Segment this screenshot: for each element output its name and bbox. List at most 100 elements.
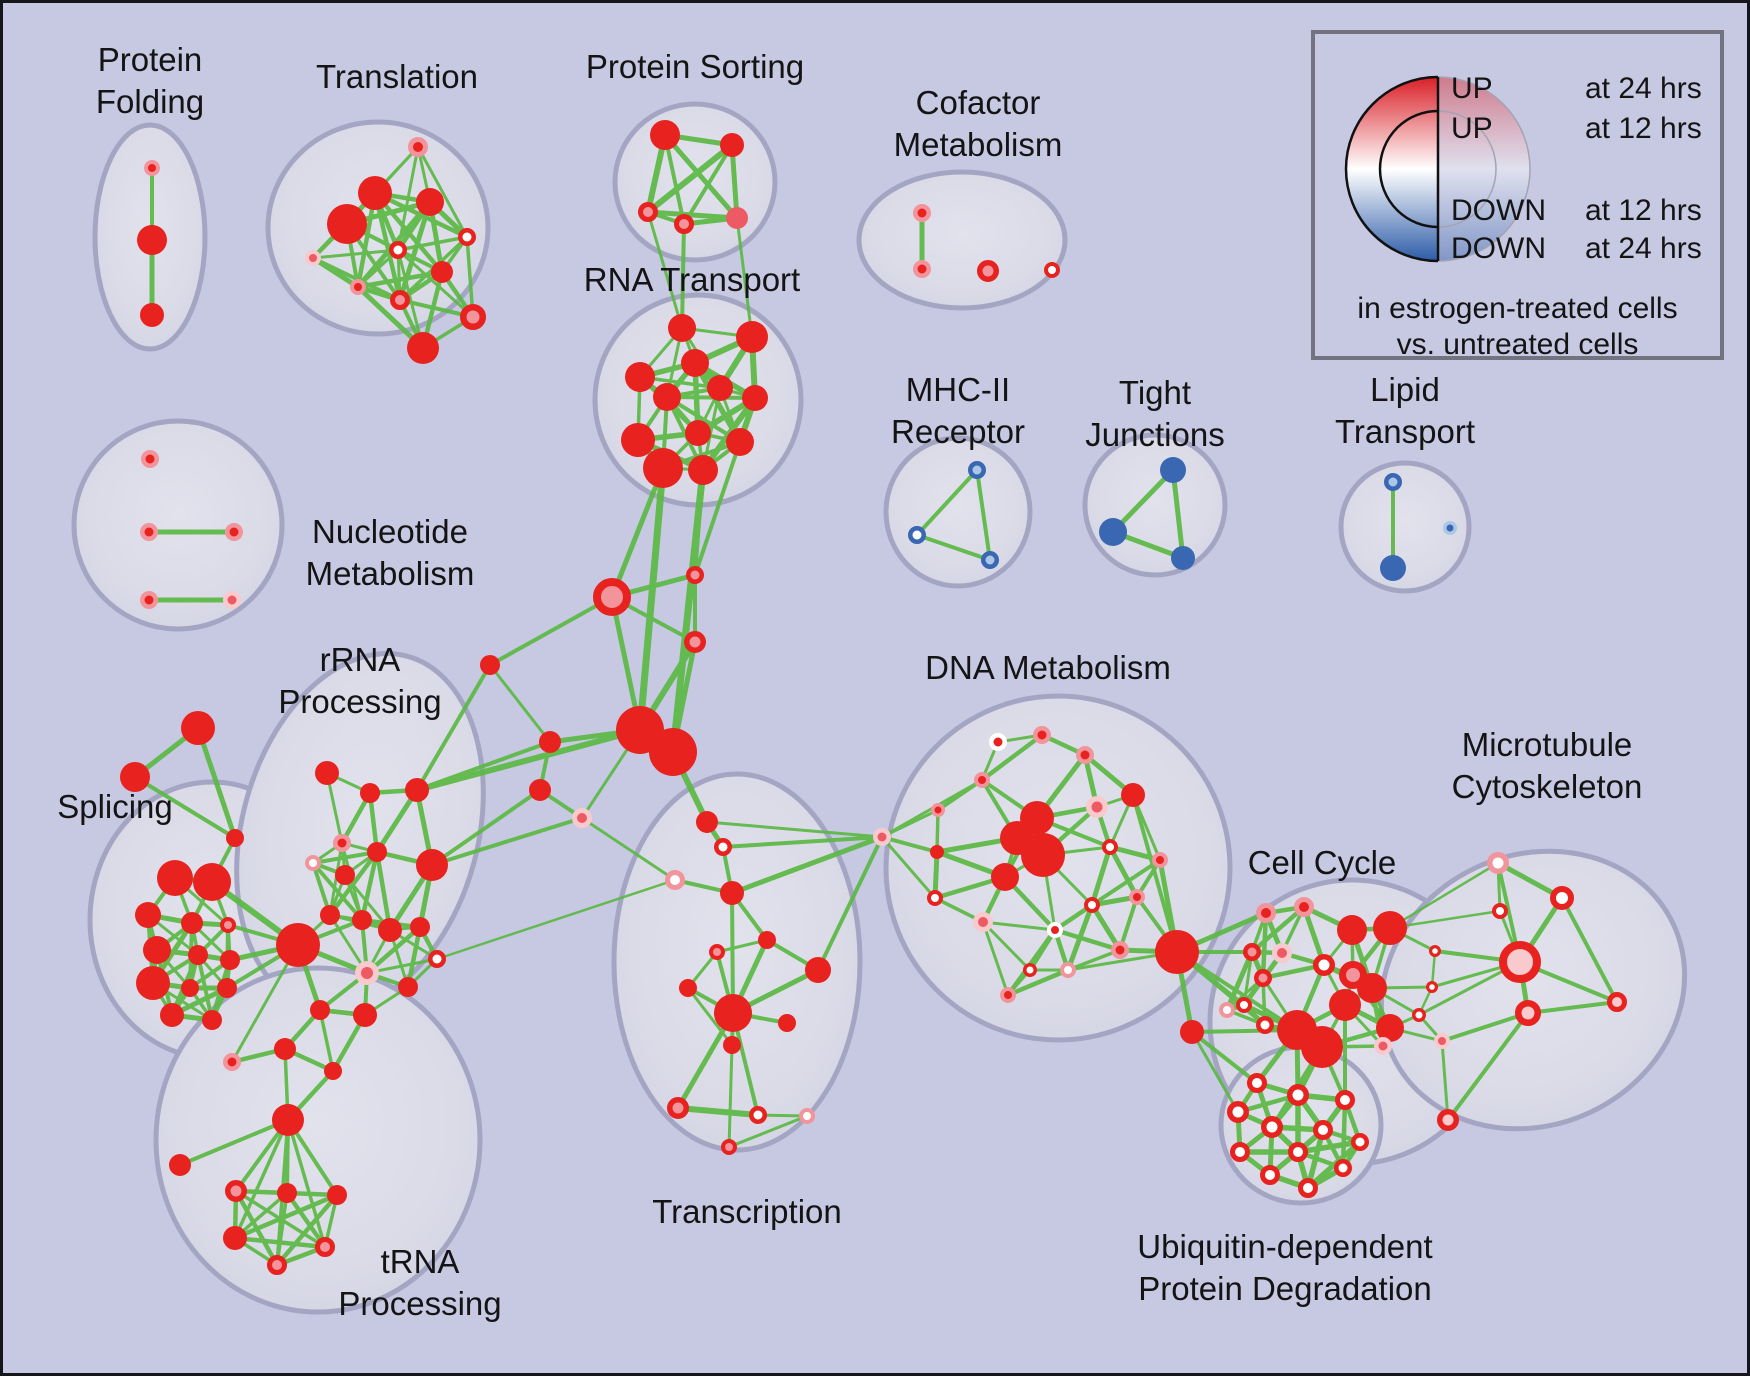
legend-row4-label: DOWN [1451,232,1546,265]
mesh-edge-4-rr7-rr11 [374,849,393,933]
node-t11 [723,1036,741,1054]
node-rr9 [320,905,340,925]
node-ub12 [1298,1178,1318,1198]
node-dm2 [1033,726,1051,744]
node-m3 [1492,903,1508,919]
node-h2 [686,566,704,584]
node-ub6 [1313,1120,1333,1140]
node-ps1 [650,120,680,150]
cluster-cofactor-metabolism [856,169,1068,311]
node-dm21 [1023,963,1037,977]
node-cc13 [1329,989,1361,1021]
mesh-edge-1-ps1-ps5 [662,132,740,221]
mesh-edge-0-tr6-tr12 [311,248,400,260]
edge-m6-m7 [1526,1000,1619,1015]
mesh-edge-0-tr3-tr9 [397,199,433,303]
legend-solid-half [1344,75,1438,263]
node-h8 [572,808,592,828]
node-dm5 [931,803,945,817]
node-nm4 [140,591,158,609]
edge-rt11-h4 [636,464,667,734]
node-dm16 [973,912,993,932]
node-rt11 [643,448,683,488]
node-h1 [593,578,631,616]
node-dm6 [1121,783,1145,807]
node-t8 [805,957,831,983]
mesh-edge-0-tr5-tr10 [465,235,475,319]
node-dm11 [1021,833,1065,877]
node-ub9 [1288,1142,1308,1162]
node-t3 [665,870,685,890]
node-tr7 [431,261,453,283]
legend-row1-label: UP [1451,72,1493,105]
node-cc7 [1236,997,1252,1013]
edge-t12-t13 [675,1105,761,1118]
legend-row3-label: DOWN [1451,194,1546,227]
node-pf1 [144,160,160,176]
node-ps3 [638,202,658,222]
node-cf4 [1044,262,1060,278]
legend-row2-label: UP [1451,112,1493,145]
mesh-edge-1-ps2-ps5 [729,142,740,221]
node-nm3 [225,523,243,541]
node-nm5 [223,591,241,609]
node-tn1 [272,1104,304,1136]
edge-tn1-tn9 [233,1118,290,1240]
node-tr2 [358,176,392,210]
node-t7 [679,979,697,997]
node-pf3 [140,303,164,327]
label-splicing: Splicing [57,788,173,825]
node-tr6 [389,241,407,259]
label-protein-sorting: Protein Sorting [586,48,804,85]
mesh-edge-5-tn8-tn9 [232,1192,340,1241]
mesh-edge-0-tr6-tr11 [396,248,425,350]
edge-m9-m10 [1440,1039,1450,1122]
node-tr9 [390,290,410,310]
edge-cb2-ub4 [1190,1030,1240,1114]
node-tr11 [407,332,439,364]
node-dm14 [1152,852,1168,868]
edge-cc10-m1 [1388,861,1500,930]
edge-cb1-cc14 [1175,950,1299,1032]
node-st1 [181,711,215,745]
mesh-edge-4-rr3-rr7 [374,787,420,855]
mesh-edge-8-ub7-ub9 [1295,1139,1363,1155]
node-rt6 [707,375,733,401]
node-ub10 [1334,1159,1352,1177]
node-t14 [799,1108,815,1124]
cluster-nucleotide-metabolism [71,418,285,632]
edge-st2-st3 [133,775,237,840]
edge-ps3-rt1 [646,210,684,330]
node-tn8 [327,1185,347,1205]
mesh-edge-5-tn8-tn11 [274,1192,340,1268]
edge-mh1-mh2 [915,468,979,537]
node-rr1 [315,761,339,785]
node-tr10 [460,304,486,330]
node-rr13 [428,950,446,968]
node-t6 [709,944,725,960]
label-lipid-transport: Lipid Transport [1335,371,1475,450]
node-h3 [684,631,706,653]
edge-mh1-mh3 [975,468,992,562]
mesh-edge-1-ps1-ps4 [663,133,686,226]
node-m6 [1515,1000,1541,1026]
legend-row3-time: at 12 hrs [1585,194,1702,227]
mesh-edge-4-rr5-rr7 [311,850,379,865]
node-sp3 [135,902,161,928]
node-t13 [749,1106,767,1124]
edge-st1-st3 [195,725,238,841]
legend-row2-time: at 12 hrs [1585,112,1702,145]
node-cc18 [1219,1002,1235,1018]
node-tn7 [277,1183,297,1203]
edge-t2-dm0 [721,835,884,849]
label-protein-folding: Protein Folding [96,41,204,120]
node-rr6 [335,865,355,885]
mesh-edge-1-ps3-ps5 [645,209,740,221]
node-t5 [758,931,776,949]
node-tn11 [267,1255,287,1275]
node-tr8 [350,279,366,295]
label-mhc-ii-receptor: MHC-II Receptor [891,371,1025,450]
label-translation: Translation [316,58,478,95]
mesh-edge-5-tn7-tn10 [284,1190,328,1250]
node-cf3 [977,260,999,282]
